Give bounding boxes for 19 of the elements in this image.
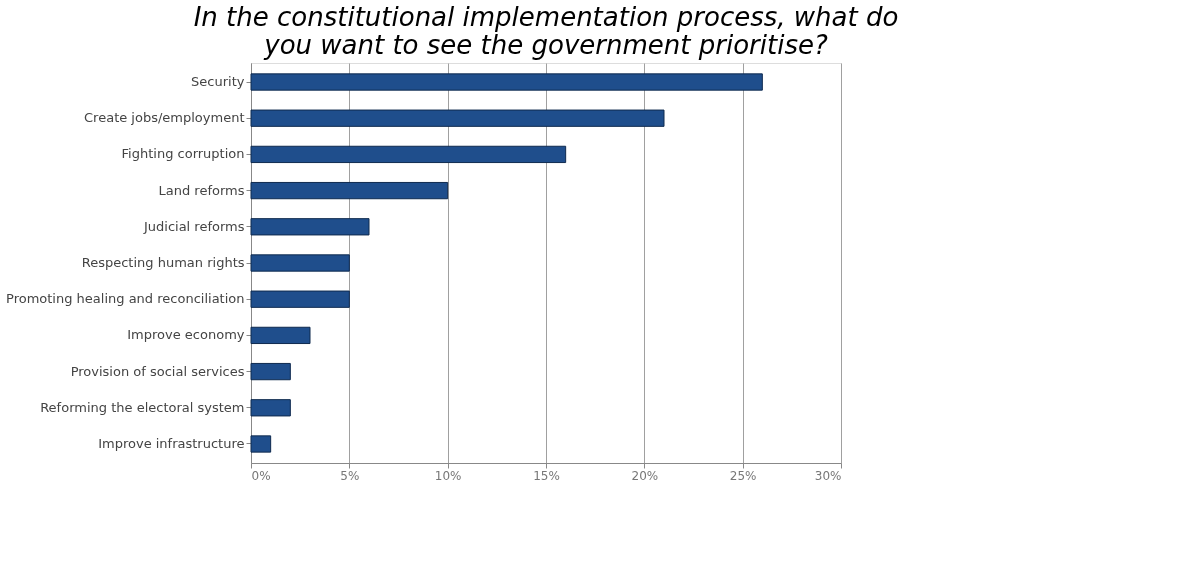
x-tick-label: 15%	[533, 468, 560, 483]
x-tick-label: 0%	[251, 468, 271, 483]
y-tick-label: Fighting corruption	[121, 146, 245, 162]
text: In the constitutional implementation process, what do	[193, 2, 899, 32]
y-tick-label: Respecting human rights	[81, 255, 245, 270]
y-tick-label: Create jobs/employment	[84, 110, 245, 126]
y-tick-label: Provision of social services	[70, 363, 245, 379]
y-tick-label: Judicial reforms	[142, 218, 245, 234]
y-tick-label: Promoting healing and reconciliation	[6, 291, 245, 307]
x-tick-label: 10%	[434, 468, 462, 483]
y-tick-label: Improve economy	[127, 327, 245, 343]
x-tick-label: 30%	[814, 468, 842, 483]
x-tick-label: 20%	[631, 468, 659, 483]
x-tick-label: 25%	[729, 468, 757, 483]
y-tick-label: Improve infrastructure	[98, 436, 245, 451]
y-tick-label: Security	[191, 74, 245, 89]
x-tick-label: 5%	[340, 468, 360, 483]
y-tick-label: Reforming the electoral system	[40, 399, 245, 415]
y-tick-label: Land reforms	[158, 182, 245, 198]
